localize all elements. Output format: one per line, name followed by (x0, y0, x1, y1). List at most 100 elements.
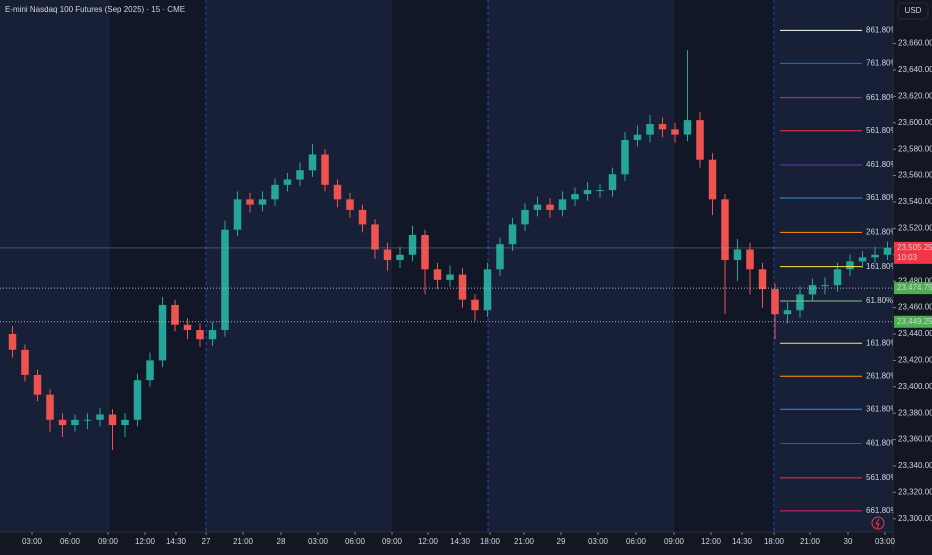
candle-body (208, 330, 217, 340)
candle-body (708, 159, 717, 200)
candle-body (346, 199, 354, 210)
candle-body (771, 289, 779, 315)
candle-body (171, 304, 179, 325)
y-tick-label: 23,620.00 (898, 91, 932, 100)
x-tick-label: 21:00 (514, 537, 535, 546)
fib-level-label: 261.80% (866, 371, 898, 380)
candle-body (146, 360, 154, 381)
currency-label[interactable]: USD (905, 6, 922, 15)
alert-bolt (875, 518, 880, 529)
price-tag (894, 241, 932, 264)
candle-body (608, 174, 617, 191)
y-tick-label: 23,540.00 (898, 197, 932, 206)
fib-level-label: 461.80% (866, 160, 898, 169)
fib-level-label: 561.80% (866, 126, 898, 135)
candle-body (108, 414, 117, 426)
candle-body (796, 294, 804, 311)
candle-body (408, 234, 417, 255)
candle-body (571, 194, 579, 200)
candle-body (308, 154, 317, 171)
candle-body (396, 254, 404, 261)
candle-body (546, 204, 554, 210)
candle-body (383, 249, 392, 261)
candle-body (696, 120, 704, 160)
fib-level-label: 861.80% (866, 25, 898, 34)
fib-level-label: 761.80% (866, 58, 898, 67)
candle-body (658, 124, 667, 130)
candle-body (221, 229, 229, 331)
candle-body (721, 199, 729, 261)
candle-body (683, 120, 692, 135)
candle-body (646, 124, 654, 135)
candle-body (371, 224, 379, 250)
candle-body (83, 419, 92, 421)
x-tick-label: 09:00 (664, 537, 685, 546)
candle-body (671, 129, 679, 135)
x-tick-label: 06:00 (626, 537, 647, 546)
x-tick-label: 03:00 (308, 537, 329, 546)
candle-body (558, 199, 567, 210)
candle-body (758, 269, 767, 290)
candle-body (283, 179, 292, 185)
price-tag-label: 23,449.25 (897, 317, 932, 326)
x-tick-label: 03:00 (22, 537, 43, 546)
y-tick-label: 23,520.00 (898, 223, 932, 232)
x-tick-label: 12:00 (418, 537, 439, 546)
y-tick-label: 23,480.00 (898, 276, 932, 285)
candle-body (258, 199, 267, 205)
candle-body (333, 184, 342, 200)
x-tick-label: 06:00 (345, 537, 366, 546)
x-tick-label: 14:30 (732, 537, 753, 546)
fib-level-label: 361.80% (866, 193, 898, 202)
candle-body (508, 224, 517, 245)
candle-body (121, 419, 129, 426)
candle-body (583, 190, 592, 195)
x-tick-label: 09:00 (382, 537, 403, 546)
y-tick-label: 23,580.00 (898, 144, 932, 153)
candle-body (433, 269, 442, 280)
candle-body (871, 254, 879, 258)
x-tick-label: 03:00 (588, 537, 609, 546)
candle-body (521, 209, 529, 225)
fib-level-label: 261.80% (866, 227, 898, 236)
x-tick-label: 30 (844, 537, 853, 546)
candle-body (271, 184, 279, 200)
y-tick-label: 23,340.00 (898, 461, 932, 470)
candle-body (821, 285, 829, 287)
x-tick-label: 29 (557, 537, 566, 546)
candle-body (496, 244, 504, 270)
candle-body (458, 274, 467, 300)
price-tag (894, 315, 932, 328)
y-tick-label: 23,440.00 (898, 329, 932, 338)
x-tick-label: 28 (277, 537, 286, 546)
candle-body (33, 374, 42, 395)
candle-body (733, 249, 742, 261)
candle-body (96, 414, 104, 420)
x-tick-label: 18:00 (480, 537, 501, 546)
price-tag (894, 282, 932, 295)
candle-body (596, 190, 604, 192)
candle-body (183, 324, 192, 331)
candle-body (471, 299, 479, 311)
y-tick-label: 23,320.00 (898, 488, 932, 497)
candle-body (196, 330, 204, 340)
candle-body (133, 380, 142, 420)
y-tick-label: 23,300.00 (898, 514, 932, 523)
currency-button[interactable] (897, 2, 929, 20)
y-tick-label: 23,660.00 (898, 39, 932, 48)
x-tick-label: 14:30 (450, 537, 471, 546)
x-tick-label: 18:00 (764, 537, 785, 546)
candle-body (833, 269, 842, 286)
candle-body (296, 170, 304, 180)
candle-body (158, 304, 167, 361)
y-tick-label: 23,600.00 (898, 118, 932, 127)
candle-body (58, 419, 67, 426)
candle-body (883, 247, 892, 255)
candle-body (358, 209, 367, 225)
alert-icon[interactable] (871, 516, 885, 530)
fib-level-label: 461.80% (866, 439, 898, 448)
chart-title: E-mini Nasdaq 100 Futures (Sep 2025) · 1… (5, 5, 185, 14)
candle-body (21, 349, 29, 375)
y-tick-label: 23,380.00 (898, 408, 932, 417)
